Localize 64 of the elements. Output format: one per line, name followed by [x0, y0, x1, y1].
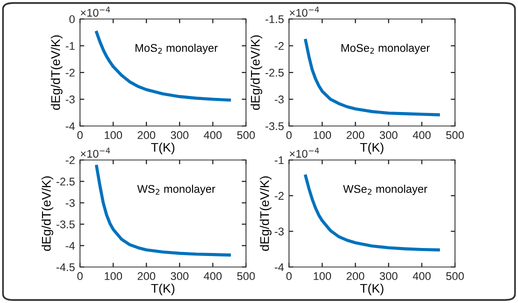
- x-axis-title: T(K): [151, 142, 174, 154]
- y-tick-label: -2.5: [56, 178, 75, 186]
- y-tick-label: -3.5: [56, 220, 75, 228]
- text: ×10$^{−4}$: [80, 148, 110, 158]
- y-tick-label: -2: [66, 156, 75, 164]
- y-tick-label: -2: [66, 68, 75, 77]
- y-tick-label: -4.5: [56, 263, 75, 272]
- x-tick-label: 500: [446, 272, 464, 280]
- x-tick-label: 100: [314, 131, 332, 140]
- y-axis-title: dEg/dT(eV/K): [250, 35, 262, 110]
- annotation: WS$_{2}$ monolayer: [137, 184, 216, 196]
- line-series: [95, 164, 231, 257]
- y-axis-title: dEg/dT(eV/K): [260, 176, 272, 251]
- x-tick-label: 400: [204, 272, 222, 280]
- y-tick-label: -2: [274, 42, 284, 50]
- y-tick-label: -3: [274, 96, 284, 104]
- x-tick-label: 400: [412, 272, 431, 280]
- y-tick-label: -1.5: [265, 15, 284, 24]
- text: ×10$^{−4}$: [290, 148, 319, 158]
- y-tick-label: -3: [274, 228, 284, 236]
- annotation: WSe$_{2}$ monolayer: [343, 184, 428, 196]
- x-axis-title: T(K): [360, 142, 384, 154]
- x-tick-label: 300: [170, 272, 188, 280]
- y-tick-label: -3.5: [265, 122, 284, 130]
- y-tick-label: 0: [69, 15, 75, 24]
- y-tick-label: -3: [66, 96, 75, 104]
- y-tick-label: -4: [66, 242, 75, 250]
- x-tick-label: 500: [237, 131, 255, 140]
- x-tick-label: 400: [204, 131, 222, 140]
- x-tick-label: 200: [346, 131, 364, 140]
- x-tick-label: 0: [77, 131, 83, 140]
- x-tick-label: 500: [237, 272, 255, 280]
- y-tick-label: -1: [274, 156, 284, 164]
- y-tick-label: -3: [66, 199, 75, 207]
- y-tick-label: -2.5: [265, 68, 284, 77]
- x-tick-label: 100: [314, 272, 332, 280]
- text: ×10$^{−4}$: [290, 6, 319, 17]
- x-tick-label: 100: [104, 131, 122, 140]
- x-tick-label: 0: [286, 131, 292, 140]
- y-axis-title: dEg/dT(eV/K): [50, 35, 62, 110]
- text: ×10$^{−4}$: [80, 6, 110, 17]
- x-tick-label: 200: [346, 272, 364, 280]
- y-tick-label: -4: [66, 122, 75, 130]
- x-tick-label: 100: [104, 272, 122, 280]
- x-tick-label: 200: [138, 131, 156, 140]
- line-series: [304, 38, 440, 116]
- y-axis-title: dEg/dT(eV/K): [42, 176, 54, 251]
- x-tick-label: 300: [170, 131, 188, 140]
- x-tick-label: 500: [446, 131, 464, 140]
- y-tick-label: -2: [274, 192, 284, 200]
- x-axis-title: T(K): [360, 284, 384, 296]
- line-series: [95, 30, 231, 102]
- line-series: [304, 174, 440, 252]
- x-tick-label: 200: [138, 272, 156, 280]
- x-tick-label: 0: [286, 272, 292, 280]
- y-tick-label: -4: [274, 263, 284, 272]
- y-tick-label: -1: [66, 42, 75, 50]
- x-tick-label: 0: [77, 272, 83, 280]
- x-tick-label: 400: [412, 131, 431, 140]
- annotation: MoS$_{2}$ monolayer: [136, 44, 218, 54]
- annotation: MoSe$_{2}$ monolayer: [341, 44, 430, 54]
- x-tick-label: 300: [380, 131, 398, 140]
- x-tick-label: 300: [380, 272, 398, 280]
- x-axis-title: T(K): [151, 284, 174, 296]
